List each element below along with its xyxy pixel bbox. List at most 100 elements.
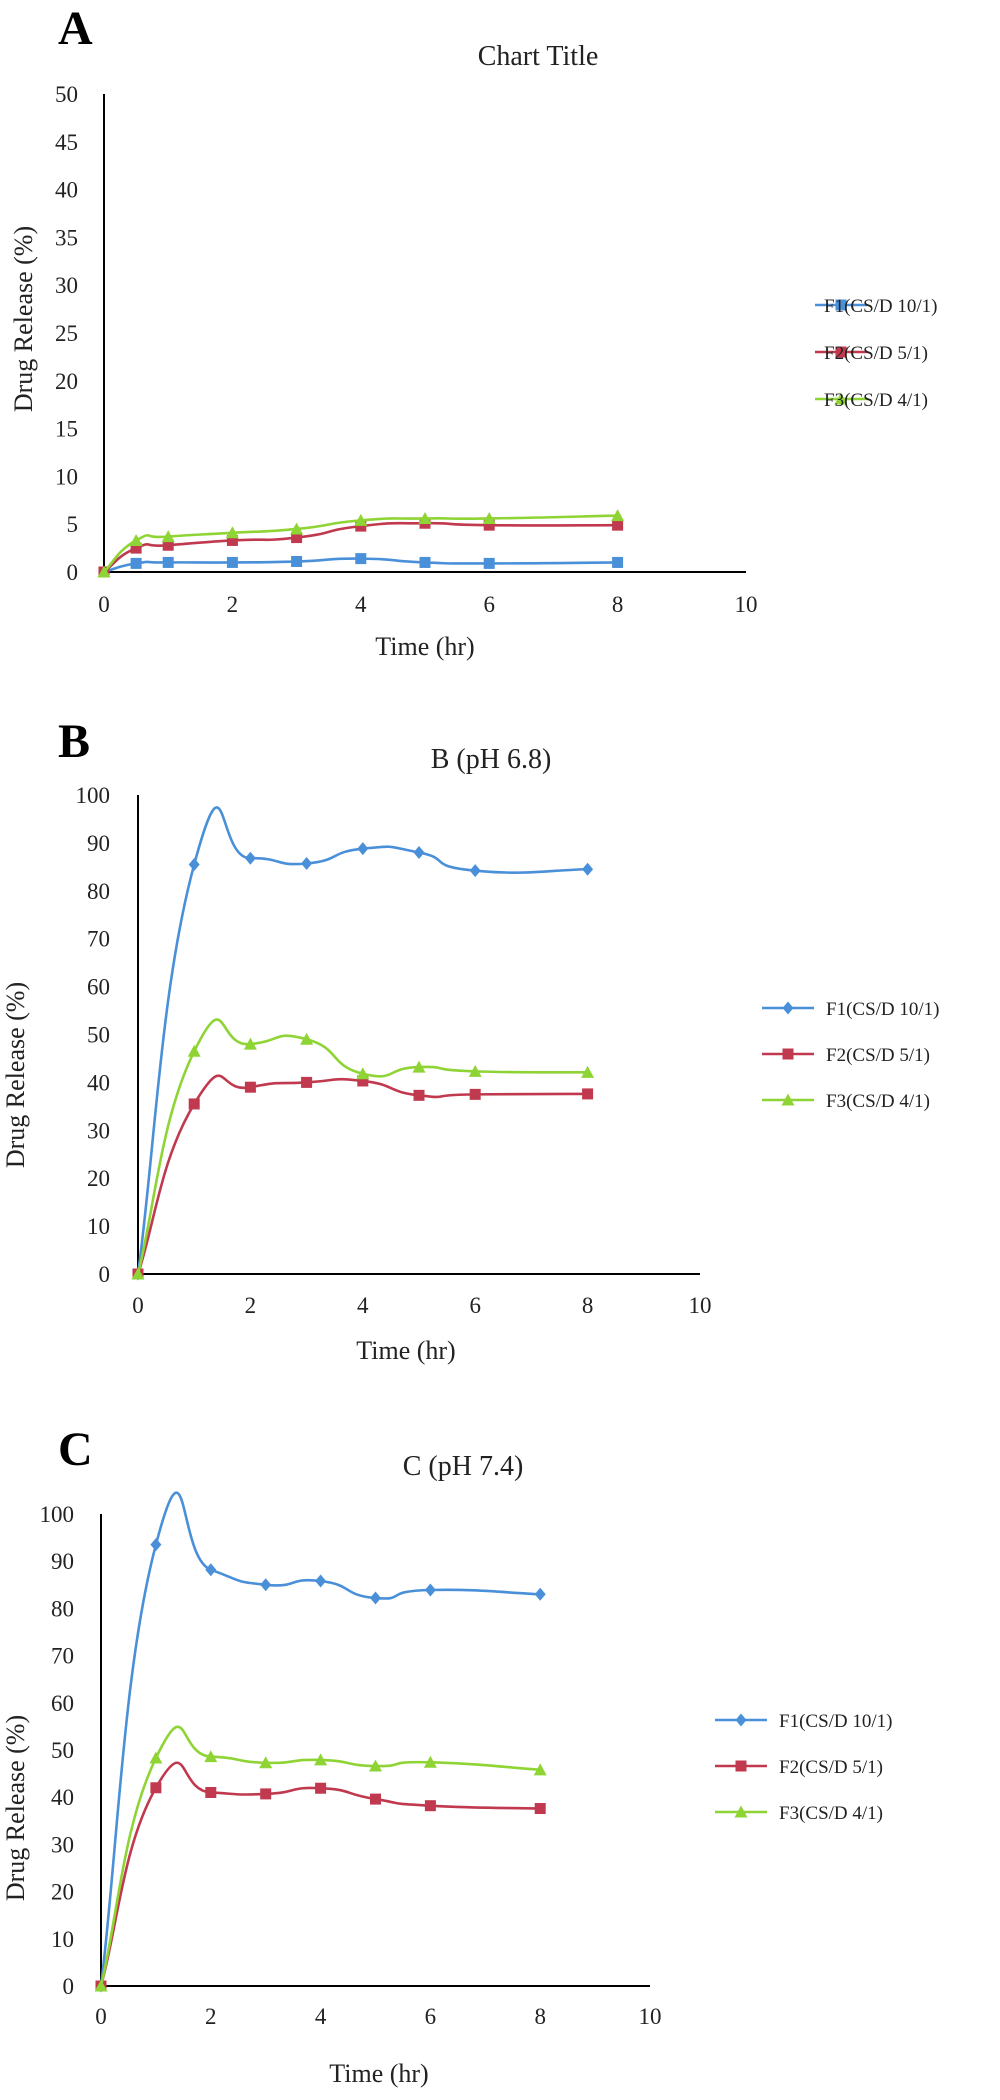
legend-entry-b-2: F2(CS/D 5/1) [762, 1045, 930, 1066]
y-axis-label-b: Drug Release (%) [1, 982, 30, 1168]
y-tick-label-c: 100 [40, 1502, 75, 1527]
data-point-a-1 [162, 556, 174, 568]
legend-entry-c-1: F1(CS/D 10/1) [715, 1711, 893, 1732]
series-line-a-3 [103, 514, 618, 573]
data-point-c-2 [534, 1803, 546, 1815]
x-tick-label-b: 0 [132, 1293, 144, 1318]
y-tick-label-b: 100 [76, 783, 111, 808]
legend-label-c-2: F2(CS/D 5/1) [779, 1757, 883, 1778]
y-tick-label-b: 50 [87, 1023, 110, 1048]
data-point-c-2 [205, 1786, 217, 1798]
series-line-a-1 [103, 557, 618, 574]
y-tick-label-b: 60 [87, 975, 110, 1000]
data-point-a-3 [290, 522, 304, 535]
data-point-b-3 [131, 1267, 145, 1280]
y-tick-label-a: 30 [55, 273, 78, 298]
x-tick-label-a: 4 [355, 592, 367, 617]
y-tick-label-c: 60 [51, 1691, 74, 1716]
y-tick-label-c: 90 [51, 1549, 74, 1574]
data-point-a-1 [355, 553, 367, 565]
data-point-a-3 [354, 513, 368, 526]
plot-area-a: 0 5 10 15 20 25 30 35 40 45 50 0 2 4 6 8 10 F1(CS/D 10/1)… [55, 82, 938, 617]
x-tick-label-b: 2 [245, 1293, 257, 1318]
data-point-c-1 [315, 1574, 327, 1588]
y-tick-label-c: 30 [51, 1832, 74, 1857]
data-point-c-1 [424, 1583, 436, 1597]
x-axis-label-b: Time (hr) [356, 1336, 455, 1365]
x-tick-label-a: 8 [612, 592, 624, 617]
x-tick-label-a: 10 [735, 592, 758, 617]
data-point-b-3 [468, 1064, 482, 1077]
data-point-b-1 [244, 851, 256, 865]
y-tick-label-a: 5 [67, 512, 79, 537]
panel-letter-b: B [58, 715, 90, 768]
data-point-c-3 [204, 1750, 218, 1763]
data-point-c-1 [260, 1578, 272, 1592]
data-point-a-1 [483, 557, 495, 569]
x-tick-label-b: 6 [469, 1293, 481, 1318]
y-tick-label-c: 20 [51, 1880, 74, 1905]
data-point-c-3 [314, 1753, 328, 1766]
y-tick-label-b: 20 [87, 1166, 110, 1191]
x-axis-label-c: Time (hr) [329, 2059, 428, 2088]
legend-marker-a-1 [835, 299, 847, 311]
data-point-b-3 [412, 1060, 426, 1073]
data-point-a-3 [611, 509, 625, 522]
data-point-b-1 [413, 845, 425, 859]
legend-marker-b-1 [782, 1001, 794, 1015]
legend-entry-b-3: F3(CS/D 4/1) [762, 1091, 930, 1112]
y-tick-label-a: 35 [55, 225, 78, 250]
data-point-c-3 [94, 1979, 108, 1992]
data-point-b-1 [469, 864, 481, 878]
legend-label-a-3: F3(CS/D 4/1) [824, 390, 928, 411]
chart-title-c: C (pH 7.4) [403, 1451, 524, 1482]
data-point-b-2 [469, 1088, 481, 1100]
legend-entry-a-1: F1(CS/D 10/1) [815, 296, 938, 317]
y-tick-label-c: 70 [51, 1644, 74, 1669]
data-point-c-1 [150, 1538, 162, 1552]
y-tick-label-a: 45 [55, 130, 78, 155]
chart-panel-b: B B (pH 6.8) Time (hr) Drug Release (%) … [0, 700, 1000, 1400]
chart-panel-a: A Chart Title Time (hr) Drug Release (%)… [0, 0, 1000, 700]
data-point-c-2 [315, 1782, 327, 1794]
data-point-a-1 [130, 557, 142, 569]
y-tick-label-c: 80 [51, 1596, 74, 1621]
data-point-a-2 [130, 542, 142, 554]
chart-title-a: Chart Title [478, 41, 599, 72]
data-point-a-2 [226, 534, 238, 546]
data-point-c-3 [149, 1751, 163, 1764]
x-tick-label-c: 10 [639, 2004, 662, 2029]
data-point-b-2 [582, 1088, 594, 1100]
data-point-c-2 [260, 1788, 272, 1800]
data-point-b-3 [581, 1065, 595, 1078]
legend-marker-c-2 [735, 1760, 747, 1772]
y-tick-label-a: 10 [55, 464, 78, 489]
series-line-b-2 [136, 1074, 588, 1275]
y-tick-label-a: 15 [55, 417, 78, 442]
data-point-b-2 [188, 1098, 200, 1110]
data-point-a-3 [225, 526, 239, 539]
series-line-b-1 [136, 806, 588, 1275]
data-point-b-3 [243, 1037, 257, 1050]
data-point-a-2 [355, 520, 367, 532]
plot-area-c: 0 10 20 30 40 50 60 70 80 90 100 0 2 4 6 8 10 F1(CS/D 10/… [40, 1491, 893, 2029]
x-tick-label-c: 2 [205, 2004, 217, 2029]
panel-letter-a: A [58, 2, 93, 55]
y-tick-label-b: 90 [87, 831, 110, 856]
legend-label-b-3: F3(CS/D 4/1) [826, 1091, 930, 1112]
data-point-a-3 [97, 565, 111, 578]
legend-entry-b-1: F1(CS/D 10/1) [762, 999, 940, 1020]
legend-marker-a-2 [835, 346, 847, 358]
legend-entry-c-3: F3(CS/D 4/1) [715, 1803, 883, 1824]
data-point-c-1 [205, 1563, 217, 1577]
data-point-b-3 [187, 1044, 201, 1057]
data-point-b-1 [582, 862, 594, 876]
legend-marker-b-3 [781, 1093, 795, 1106]
legend-label-a-2: F2(CS/D 5/1) [824, 343, 928, 364]
legend-label-b-1: F1(CS/D 10/1) [826, 999, 940, 1020]
data-point-c-3 [533, 1763, 547, 1776]
chart-c-svg: C C (pH 7.4) Time (hr) Drug Release (%) … [1, 1423, 893, 2088]
data-point-c-1 [534, 1587, 546, 1601]
data-point-a-1 [226, 556, 238, 568]
y-tick-label-c: 40 [51, 1785, 74, 1810]
